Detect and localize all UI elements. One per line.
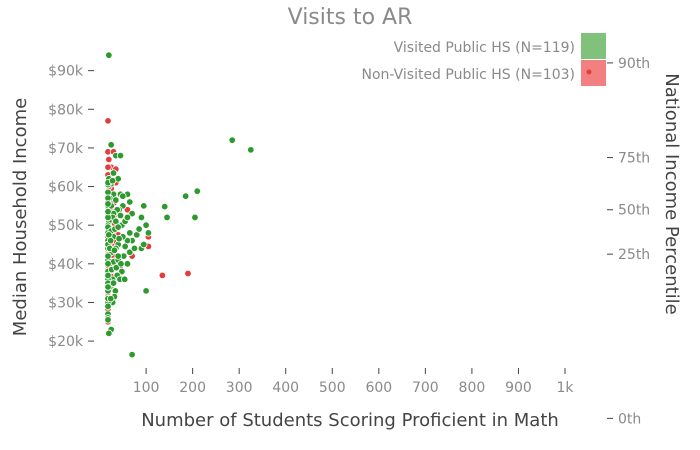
data-point-visited (116, 151, 125, 160)
y-tick-label: $40k (48, 257, 84, 273)
chart-title: Visits to AR (288, 5, 413, 30)
x-tick-label: 400 (272, 380, 299, 396)
y2-tick-label: 0th (618, 411, 641, 427)
y-tick-label: $70k (48, 141, 84, 157)
data-point-visited (128, 350, 136, 359)
data-point-visited (105, 51, 113, 59)
data-point-non-visited (158, 271, 167, 280)
data-point-visited (104, 283, 112, 291)
x-tick-label: 300 (226, 380, 253, 396)
x-tick-label: 700 (412, 380, 439, 396)
data-point-visited (247, 146, 255, 154)
data-point-visited (112, 263, 120, 272)
data-point-visited (140, 202, 148, 210)
data-point-visited (121, 242, 129, 251)
data-point-visited (104, 200, 112, 208)
legend-swatch-visited[interactable] (581, 33, 606, 59)
y2-tick-label: 50th (618, 203, 650, 219)
data-point-visited (135, 225, 143, 233)
y-axis-title: Median Household Income (10, 98, 31, 336)
data-point-visited (163, 213, 171, 222)
data-point-visited (104, 271, 112, 280)
data-point-visited (117, 260, 125, 268)
data-point-visited (142, 287, 150, 295)
y-tick-label: $50k (48, 218, 84, 234)
x-axis-title: Number of Students Scoring Proficient in… (141, 410, 559, 431)
data-point-visited (104, 260, 112, 268)
data-point-visited (142, 221, 150, 229)
x-tick-label: 200 (179, 380, 206, 396)
y-tick-label: $80k (48, 102, 84, 118)
y-tick-label: $60k (48, 180, 84, 196)
data-point-visited (144, 229, 153, 237)
data-point-visited (126, 198, 134, 206)
data-point-visited (107, 141, 115, 149)
data-point-visited (105, 329, 113, 338)
y2-tick-label: 90th (618, 56, 650, 72)
data-point-visited (116, 211, 125, 220)
data-point-non-visited (184, 269, 192, 278)
x-tick-label: 100 (133, 380, 160, 396)
y-tick-label: $30k (48, 295, 84, 311)
data-point-visited (115, 235, 123, 243)
data-point-non-visited (105, 155, 113, 164)
data-point-visited (123, 213, 132, 222)
x-tick-label: 800 (459, 380, 486, 396)
data-point-visited (119, 192, 127, 200)
x-tick-label: 900 (505, 380, 532, 396)
x-tick-label: 1k (556, 380, 574, 396)
data-point-visited (108, 177, 117, 185)
data-point-visited (109, 279, 118, 287)
legend-label-non-visited: Non-Visited Public HS (N=103) (361, 67, 575, 83)
data-point-visited (228, 136, 236, 144)
data-point-visited (193, 187, 201, 195)
y2-tick-label: 25th (618, 247, 650, 263)
data-point-visited (109, 169, 118, 177)
data-point-non-visited (104, 117, 112, 125)
data-point-visited (130, 244, 139, 253)
data-point-non-visited (104, 163, 112, 171)
data-points (104, 51, 255, 359)
x-tick-label: 500 (319, 380, 346, 396)
data-point-visited (107, 294, 115, 303)
data-point-visited (112, 196, 120, 204)
data-point-non-visited (123, 206, 132, 214)
x-tick-label: 600 (365, 380, 392, 396)
legend-swatch-non-visited[interactable] (581, 60, 606, 86)
data-point-visited (160, 202, 169, 211)
data-point-visited (126, 248, 134, 256)
y-tick-label: $20k (48, 334, 84, 350)
y-axis: $20k $30k $40k $50k $60k $70k $80k $90k (48, 64, 94, 350)
data-point-visited (118, 267, 126, 276)
data-point-visited (123, 260, 132, 268)
legend-label-visited: Visited Public HS (N=119) (394, 40, 575, 56)
legend: Visited Public HS (N=119) Non-Visited Pu… (361, 33, 606, 86)
y2-axis-title: National Income Percentile (661, 73, 682, 315)
legend-dot-non-visited (586, 69, 592, 75)
y2-tick-label: 75th (618, 151, 650, 167)
y2-axis: 0th 25th 50th 75th 90th (607, 56, 650, 427)
data-point-visited (104, 316, 112, 324)
data-point-visited (104, 302, 112, 311)
data-point-visited (104, 207, 112, 216)
y-tick-label: $90k (48, 64, 84, 80)
data-point-visited (181, 192, 190, 200)
data-point-visited (128, 209, 136, 218)
data-point-visited (140, 240, 148, 249)
data-point-visited (107, 236, 115, 245)
data-point-visited (114, 252, 122, 260)
data-point-visited (110, 246, 119, 254)
data-point-visited (126, 229, 134, 237)
data-point-visited (114, 223, 122, 231)
data-point-visited (104, 252, 112, 260)
x-axis: 100 200 300 400 500 600 700 800 900 1k (133, 368, 574, 396)
data-point-visited (191, 213, 199, 222)
data-point-visited (137, 213, 146, 222)
data-point-visited (120, 275, 129, 283)
